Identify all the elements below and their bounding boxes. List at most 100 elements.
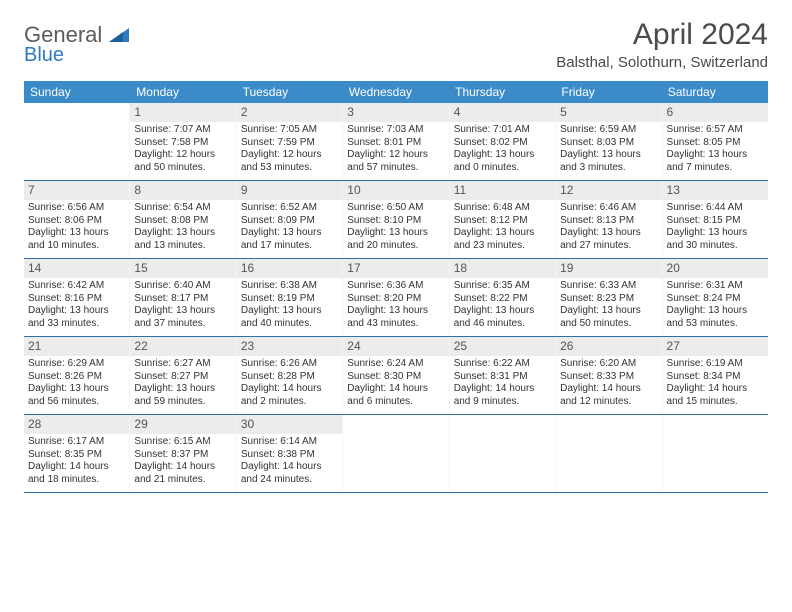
- cell-sunset: Sunset: 8:10 PM: [347, 215, 444, 228]
- day-number: 7: [24, 181, 129, 200]
- cell-day2: and 56 minutes.: [28, 396, 125, 409]
- day-number: 25: [450, 337, 555, 356]
- calendar-cell-empty: .: [24, 103, 130, 180]
- cell-day2: and 23 minutes.: [454, 240, 551, 253]
- cell-sunset: Sunset: 8:12 PM: [454, 215, 551, 228]
- calendar-cell: 16Sunrise: 6:38 AMSunset: 8:19 PMDayligh…: [237, 259, 343, 336]
- calendar: SundayMondayTuesdayWednesdayThursdayFrid…: [24, 81, 768, 493]
- logo-text-block: General Blue: [24, 24, 129, 65]
- cell-sunset: Sunset: 8:24 PM: [667, 293, 764, 306]
- cell-sunset: Sunset: 8:01 PM: [347, 137, 444, 150]
- calendar-body: .1Sunrise: 7:07 AMSunset: 7:58 PMDayligh…: [24, 103, 768, 493]
- calendar-week: 7 Sunrise: 6:56 AMSunset: 8:06 PM Daylight…: [24, 181, 768, 259]
- cell-day2: and 17 minutes.: [241, 240, 338, 253]
- cell-sunset: Sunset: 8:31 PM: [454, 371, 551, 384]
- cell-day1: Daylight: 14 hours: [241, 461, 338, 474]
- cell-sunrise: Sunrise: 6:59 AM: [560, 124, 657, 137]
- cell-day1: Daylight: 14 hours: [454, 383, 551, 396]
- cell-sunset: Sunset: 8:34 PM: [667, 371, 764, 384]
- calendar-cell: 12Sunrise: 6:46 AMSunset: 8:13 PMDayligh…: [556, 181, 662, 258]
- cell-day1: Daylight: 13 hours: [667, 305, 764, 318]
- day-number: 29: [130, 415, 235, 434]
- cell-sunset: Sunset: 8:08 PM: [134, 215, 231, 228]
- calendar-cell: 10Sunrise: 6:50 AMSunset: 8:10 PMDayligh…: [343, 181, 449, 258]
- day-number: 8: [130, 181, 235, 200]
- cell-day1: Daylight: 13 hours: [454, 227, 551, 240]
- calendar-cell: 29Sunrise: 6:15 AMSunset: 8:37 PMDayligh…: [130, 415, 236, 492]
- cell-sunset: Sunset: 8:28 PM: [241, 371, 338, 384]
- cell-day1: Daylight: 13 hours: [134, 305, 231, 318]
- day-number: 16: [237, 259, 342, 278]
- cell-sunset: Sunset: 8:35 PM: [28, 449, 125, 462]
- cell-day1: Daylight: 14 hours: [28, 461, 125, 474]
- brand-logo: General Blue: [24, 24, 129, 65]
- calendar-page: General Blue April 2024 Balsthal, Soloth…: [0, 0, 792, 493]
- cell-day2: and 13 minutes.: [134, 240, 231, 253]
- cell-day2: and 40 minutes.: [241, 318, 338, 331]
- cell-sunrise: Sunrise: 6:24 AM: [347, 358, 444, 371]
- cell-day1: Daylight: 12 hours: [241, 149, 338, 162]
- cell-sunrise: Sunrise: 6:50 AM: [347, 202, 444, 215]
- cell-day1: Daylight: 12 hours: [347, 149, 444, 162]
- cell-day1: Daylight: 13 hours: [28, 305, 125, 318]
- cell-day2: and 12 minutes.: [560, 396, 657, 409]
- cell-sunrise: Sunrise: 6:40 AM: [134, 280, 231, 293]
- cell-sunset: Sunset: 8:19 PM: [241, 293, 338, 306]
- cell-day1: Daylight: 13 hours: [241, 305, 338, 318]
- day-number: 13: [663, 181, 768, 200]
- cell-sunrise: Sunrise: 7:01 AM: [454, 124, 551, 137]
- cell-sunrise: Sunrise: 6:57 AM: [667, 124, 764, 137]
- calendar-cell: 14Sunrise: 6:42 AMSunset: 8:16 PMDayligh…: [24, 259, 130, 336]
- day-number: 2: [237, 103, 342, 122]
- cell-sunset: Sunset: 8:13 PM: [560, 215, 657, 228]
- cell-sunrise: Sunrise: 7:05 AM: [241, 124, 338, 137]
- cell-sunrise: Sunrise: 6:56 AM: [28, 202, 125, 215]
- cell-sunset: Sunset: 8:22 PM: [454, 293, 551, 306]
- calendar-cell-empty: .: [450, 415, 556, 492]
- cell-day2: and 15 minutes.: [667, 396, 764, 409]
- cell-sunset: Sunset: 8:02 PM: [454, 137, 551, 150]
- location-text: Balsthal, Solothurn, Switzerland: [556, 54, 768, 71]
- cell-day2: and 37 minutes.: [134, 318, 231, 331]
- cell-day2: and 0 minutes.: [454, 162, 551, 175]
- calendar-cell: 7Sunrise: 6:56 AMSunset: 8:06 PMDaylight…: [24, 181, 130, 258]
- calendar-cell: 30Sunrise: 6:14 AMSunset: 8:38 PMDayligh…: [237, 415, 343, 492]
- cell-sunrise: Sunrise: 7:07 AM: [134, 124, 231, 137]
- day-number: 14: [24, 259, 129, 278]
- day-number: 4: [450, 103, 555, 122]
- cell-day1: Daylight: 13 hours: [241, 227, 338, 240]
- cell-day2: and 53 minutes.: [667, 318, 764, 331]
- cell-sunrise: Sunrise: 6:46 AM: [560, 202, 657, 215]
- cell-day2: and 20 minutes.: [347, 240, 444, 253]
- calendar-cell: 22Sunrise: 6:27 AMSunset: 8:27 PMDayligh…: [130, 337, 236, 414]
- cell-day1: Daylight: 14 hours: [560, 383, 657, 396]
- calendar-cell: 9Sunrise: 6:52 AMSunset: 8:09 PMDaylight…: [237, 181, 343, 258]
- cell-sunset: Sunset: 8:38 PM: [241, 449, 338, 462]
- cell-sunset: Sunset: 8:06 PM: [28, 215, 125, 228]
- calendar-cell: 26Sunrise: 6:20 AMSunset: 8:33 PMDayligh…: [556, 337, 662, 414]
- day-number: 26: [556, 337, 661, 356]
- calendar-week: 14Sunrise: 6:42 AMSunset: 8:16 PMDayligh…: [24, 259, 768, 337]
- day-number: 3: [343, 103, 448, 122]
- cell-sunrise: Sunrise: 6:26 AM: [241, 358, 338, 371]
- dow-label: Sunday: [24, 81, 130, 103]
- day-number: 23: [237, 337, 342, 356]
- calendar-week: 28Sunrise: 6:17 AMSunset: 8:35 PMDayligh…: [24, 415, 768, 493]
- cell-sunset: Sunset: 8:37 PM: [134, 449, 231, 462]
- cell-day2: and 30 minutes.: [667, 240, 764, 253]
- cell-day1: Daylight: 13 hours: [347, 305, 444, 318]
- day-number: 28: [24, 415, 129, 434]
- calendar-cell-empty: .: [343, 415, 449, 492]
- dow-label: Thursday: [449, 81, 555, 103]
- calendar-cell: 1Sunrise: 7:07 AMSunset: 7:58 PMDaylight…: [130, 103, 236, 180]
- cell-day2: and 3 minutes.: [560, 162, 657, 175]
- day-number: 22: [130, 337, 235, 356]
- cell-sunset: Sunset: 8:26 PM: [28, 371, 125, 384]
- calendar-cell: 3Sunrise: 7:03 AMSunset: 8:01 PMDaylight…: [343, 103, 449, 180]
- cell-sunrise: Sunrise: 6:29 AM: [28, 358, 125, 371]
- dow-label: Monday: [130, 81, 236, 103]
- cell-day2: and 57 minutes.: [347, 162, 444, 175]
- cell-sunset: Sunset: 8:15 PM: [667, 215, 764, 228]
- calendar-cell: 27Sunrise: 6:19 AMSunset: 8:34 PMDayligh…: [663, 337, 768, 414]
- calendar-cell: 25Sunrise: 6:22 AMSunset: 8:31 PMDayligh…: [450, 337, 556, 414]
